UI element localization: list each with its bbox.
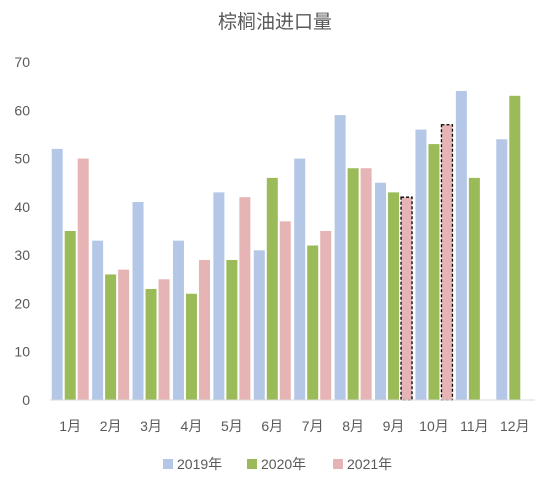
y-tick-label: 0: [22, 392, 30, 408]
bar-2020年-3月: [145, 288, 157, 400]
bar-2021年-3月: [158, 279, 170, 400]
bar-2020年-9月: [388, 192, 400, 400]
bar-2019年-4月: [172, 240, 184, 400]
legend-label: 2021年: [347, 456, 392, 472]
chart-title: 棕榈油进口量: [218, 11, 332, 33]
bar-2020年-10月: [428, 144, 440, 400]
x-tick-label: 4月: [181, 418, 203, 434]
bar-2019年-5月: [213, 192, 225, 400]
x-tick-label: 8月: [342, 418, 364, 434]
bar-2021年-6月: [279, 221, 291, 400]
bar-2020年-12月: [509, 95, 521, 401]
bar-2021年-4月: [198, 259, 210, 400]
bar-2019年-10月: [415, 129, 427, 400]
bar-2020年-7月: [307, 245, 319, 400]
y-tick-label: 10: [14, 344, 30, 360]
y-tick-label: 20: [14, 295, 30, 311]
bar-2019年-3月: [132, 202, 144, 400]
bar-2020年-1月: [64, 231, 76, 400]
x-tick-label: 12月: [500, 418, 530, 434]
bar-2019年-2月: [92, 240, 104, 400]
bar-highlighted-2021年-10月: [440, 124, 454, 401]
y-axis-ticks: 0 10 20 30 40 50 60 70: [14, 54, 30, 408]
bar-2019年-8月: [334, 115, 346, 400]
x-tick-label: 5月: [221, 418, 243, 434]
y-tick-label: 70: [14, 54, 30, 70]
y-tick-label: 50: [14, 151, 30, 167]
bar-2019年-6月: [253, 250, 265, 400]
bar-2019年-12月: [496, 139, 508, 400]
x-tick-label: 10月: [419, 418, 449, 434]
y-tick-label: 30: [14, 247, 30, 263]
x-tick-label: 2月: [100, 418, 122, 434]
bar-2019年-7月: [294, 158, 306, 400]
legend: 2019年 2020年 2021年: [163, 456, 392, 472]
bar-highlighted-2021年-9月: [400, 196, 413, 401]
bar-2020年-5月: [226, 259, 238, 400]
legend-label: 2020年: [261, 456, 306, 472]
x-tick-label: 9月: [383, 418, 405, 434]
bar-2020年-2月: [105, 274, 117, 400]
bar-2019年-9月: [375, 182, 387, 400]
bar-2021年-7月: [320, 231, 332, 400]
x-tick-label: 7月: [302, 418, 324, 434]
x-tick-label: 1月: [59, 418, 81, 434]
x-tick-label: 11月: [460, 418, 489, 434]
legend-label: 2019年: [177, 456, 222, 472]
x-tick-label: 6月: [261, 418, 283, 434]
bar-2020年-8月: [347, 168, 359, 400]
bar-2020年-6月: [266, 177, 278, 400]
bar-2021年-1月: [77, 158, 89, 400]
legend-swatch-2019年: [163, 459, 173, 469]
y-tick-label: 60: [14, 102, 30, 118]
bar-2019年-11月: [455, 90, 467, 400]
bar-2021年-5月: [239, 197, 251, 400]
y-tick-label: 40: [14, 199, 30, 215]
x-tick-label: 3月: [140, 418, 162, 434]
bar-2019年-1月: [51, 148, 63, 400]
bar-2021年-2月: [118, 269, 130, 400]
x-axis-ticks: 1月 2月 3月 4月 5月 6月 7月 8月 9月 10月 11月 12月: [59, 418, 529, 434]
legend-swatch-2020年: [247, 459, 257, 469]
bar-2020年-4月: [185, 293, 197, 400]
bar-2021年-8月: [360, 168, 372, 400]
legend-swatch-2021年: [333, 459, 343, 469]
bars-group: [51, 90, 521, 401]
bar-2020年-11月: [468, 177, 480, 400]
